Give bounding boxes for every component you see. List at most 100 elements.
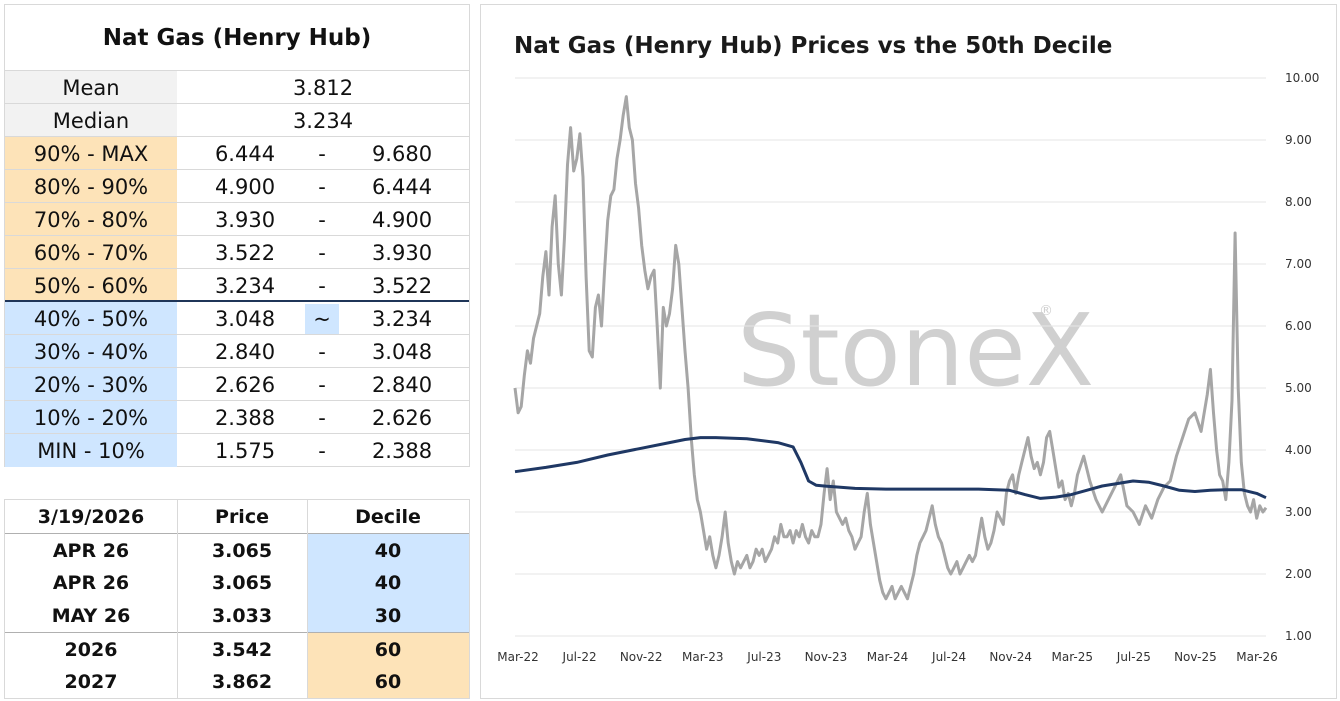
quote-price: 3.862 [211,671,273,693]
decile-high-value: 2.388 [371,439,433,463]
y-tick-label: 5.00 [1285,381,1312,395]
x-tick-label: Mar-25 [1052,650,1093,664]
decile-separator: - [318,274,326,298]
decile-row: 90% - MAX 6.444 - 9.680 [5,136,469,170]
median-divider [5,300,469,302]
decile-low-value: 2.626 [214,373,276,397]
median-value: 3.234 [292,109,354,133]
price-series-line [513,95,1268,601]
decile-row: MIN - 10% 1.575 - 2.388 [5,433,469,467]
y-tick-label: 3.00 [1285,505,1312,519]
decile-table: Nat Gas (Henry Hub) Mean 3.812 Median 3.… [4,4,470,467]
decile-range-label: 50% - 60% [5,269,177,302]
y-tick-label: 6.00 [1285,319,1312,333]
chart-title: Nat Gas (Henry Hub) Prices vs the 50th D… [514,33,1113,59]
quote-header-date: 3/19/2026 [37,506,145,528]
x-tick-label: Mar-23 [682,650,723,664]
quote-contract: 2026 [64,639,118,661]
price-chart: StoneX ® 1.00 2.00 3.00 4.00 5.00 6.00 7.00 8.0… [497,71,1319,664]
decile-range-label: 80% - 90% [5,170,177,203]
decile-low-value: 3.048 [214,307,276,331]
decile-separator: - [318,175,326,199]
decile-range-label: 90% - MAX [5,137,177,170]
decile-high-value: 4.900 [371,208,433,232]
quote-header-decile: Decile [355,506,421,528]
decile-low-value: 3.522 [214,241,276,265]
x-tick-label: Mar-24 [867,650,908,664]
mean-value: 3.812 [292,76,354,100]
quote-row: APR 26 3.065 40 [5,533,469,567]
x-tick-label: Mar-22 [497,650,538,664]
decile-range-label: 70% - 80% [5,203,177,236]
quote-header-row: 3/19/2026 Price Decile [5,500,469,533]
quote-col-divider [177,500,178,698]
x-tick-label: Jul-25 [1116,650,1151,664]
quote-row: MAY 26 3.033 30 [5,599,469,632]
decile-high-value: 9.680 [371,142,433,166]
y-tick-label: 9.00 [1285,133,1312,147]
y-tick-label: 7.00 [1285,257,1312,271]
median-row: Median 3.234 [5,103,469,137]
x-tick-label: Mar-26 [1236,650,1277,664]
decile-high-value: 3.048 [371,340,433,364]
quote-price: 3.542 [211,639,273,661]
x-tick-label: Jul-24 [931,650,966,664]
decile-separator: - [318,340,326,364]
quote-contract: 2027 [64,671,118,693]
decile-separator: - [318,406,326,430]
x-tick-label: Nov-23 [805,650,848,664]
y-tick-label: 10.00 [1285,71,1319,85]
decile-row: 50% - 60% 3.234 - 3.522 [5,268,469,302]
x-tick-label: Nov-25 [1174,650,1217,664]
quote-row: APR 26 3.065 40 [5,566,469,599]
quote-contract: APR 26 [52,572,130,594]
watermark: StoneX [737,292,1094,409]
quote-price: 3.065 [211,572,273,594]
quote-row: 2026 3.542 60 [5,632,469,666]
decile-range-label: 60% - 70% [5,236,177,269]
mean-row: Mean 3.812 [5,70,469,104]
quote-price: 3.065 [211,540,273,562]
decile-row: 30% - 40% 2.840 - 3.048 [5,334,469,368]
decile-separator: - [318,142,326,166]
y-tick-label: 1.00 [1285,629,1312,643]
y-tick-label: 8.00 [1285,195,1312,209]
decile-separator: - [318,241,326,265]
x-tick-label: Nov-24 [989,650,1032,664]
decile-low-value: 3.930 [214,208,276,232]
quote-decile: 60 [307,665,469,698]
quote-decile: 40 [307,566,469,599]
watermark-registered-mark: ® [1039,303,1053,319]
quote-col-divider [307,500,308,698]
decile-row: 80% - 90% 4.900 - 6.444 [5,169,469,203]
decile-low-value: 4.900 [214,175,276,199]
decile-high-value: 6.444 [371,175,433,199]
decile-separator: ~ [305,304,339,334]
median-label: Median [5,104,177,137]
x-tick-label: Jul-23 [746,650,781,664]
y-tick-label: 4.00 [1285,443,1312,457]
decile-range-label: 30% - 40% [5,335,177,368]
decile-high-value: 3.234 [371,307,433,331]
decile-low-value: 2.840 [214,340,276,364]
decile-low-value: 2.388 [214,406,276,430]
decile-separator: - [318,208,326,232]
quote-table: 3/19/2026 Price Decile APR 26 3.065 40 APR … [4,499,470,699]
decile-row: 10% - 20% 2.388 - 2.626 [5,400,469,434]
decile-row: 60% - 70% 3.522 - 3.930 [5,235,469,269]
chart-panel: Nat Gas (Henry Hub) Prices vs the 50th D… [480,4,1337,699]
decile-row: 70% - 80% 3.930 - 4.900 [5,202,469,236]
quote-contract: MAY 26 [51,605,131,627]
decile-row: 40% - 50% 3.048 ~3.234 [5,301,469,335]
quote-decile: 40 [307,534,469,567]
decile-low-value: 3.234 [214,274,276,298]
decile-high-value: 2.626 [371,406,433,430]
x-tick-label: Nov-22 [620,650,663,664]
quote-decile: 30 [307,599,469,632]
decile-row: 20% - 30% 2.626 - 2.840 [5,367,469,401]
decile-low-value: 6.444 [214,142,276,166]
quote-row: 2027 3.862 60 [5,665,469,698]
quote-contract: APR 26 [52,540,130,562]
mean-label: Mean [5,71,177,104]
y-tick-label: 2.00 [1285,567,1312,581]
